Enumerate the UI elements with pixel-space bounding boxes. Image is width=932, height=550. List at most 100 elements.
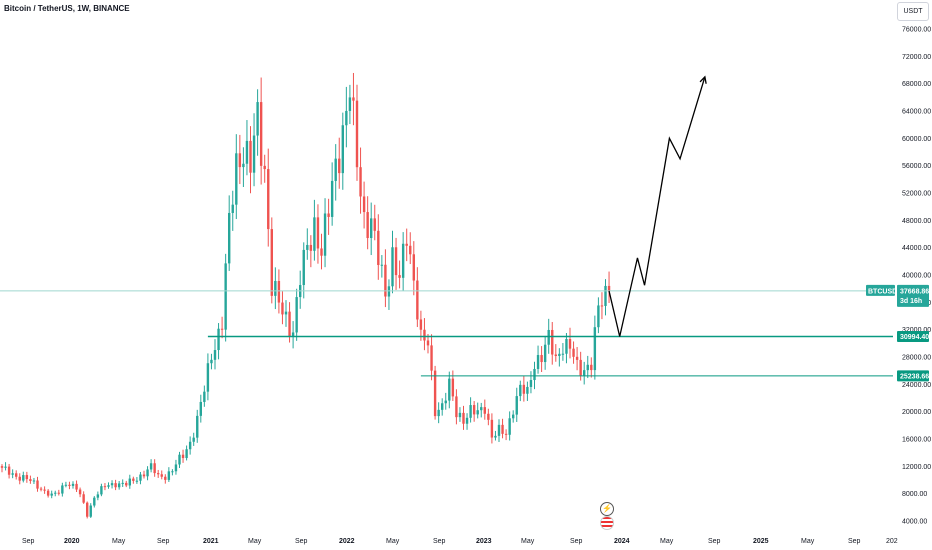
us-flag-event-icon[interactable]	[600, 516, 614, 530]
candle-body	[426, 340, 430, 346]
candle-body	[529, 380, 533, 387]
candle-body	[465, 417, 469, 424]
candle-body	[526, 386, 529, 394]
time-tick-label: Sep	[570, 538, 583, 545]
candle-body	[607, 285, 611, 291]
candle-body	[309, 244, 313, 251]
candle-body	[46, 490, 50, 496]
levels-group	[0, 290, 893, 377]
candle-body	[572, 348, 575, 357]
price-tick-label: 52000.00	[902, 191, 931, 198]
candle-body	[142, 474, 146, 477]
candle-body	[604, 285, 607, 306]
candle-body	[419, 319, 423, 330]
price-tick-label: 4000.00	[902, 519, 927, 526]
level1-price-tag	[897, 331, 929, 343]
price-tick-label: 76000.00	[902, 27, 931, 34]
candle-body	[512, 414, 515, 419]
candle-body	[213, 350, 217, 360]
candle-body	[153, 463, 156, 474]
candle-body	[345, 110, 348, 126]
candle-body	[480, 407, 483, 411]
candle-body	[600, 305, 604, 307]
candle-body	[75, 483, 78, 490]
candle-body	[231, 204, 234, 213]
candle-body	[135, 480, 139, 482]
level1-price-text: 30994.40	[900, 334, 929, 341]
price-tick-label: 56000.00	[902, 163, 931, 170]
candle-body	[377, 230, 380, 266]
candle-body	[409, 245, 412, 255]
candle-body	[199, 401, 202, 416]
candle-body	[302, 249, 305, 286]
candle-body	[398, 275, 401, 278]
candle-body	[107, 485, 110, 487]
candle-body	[252, 135, 256, 173]
candle-body	[68, 484, 71, 486]
candle-body	[547, 329, 550, 345]
candle-body	[167, 471, 171, 480]
time-tick-label: Sep	[708, 538, 721, 545]
candle-body	[543, 344, 547, 363]
time-tick-label: 2020	[64, 538, 80, 545]
candle-body	[263, 165, 266, 170]
candle-body	[181, 454, 185, 459]
candle-body	[50, 493, 53, 496]
candle-body	[469, 405, 472, 418]
time-tick-label: May	[801, 538, 815, 545]
candle-body	[114, 483, 117, 488]
candle-body	[338, 158, 341, 174]
candle-body	[341, 125, 344, 174]
candle-body	[323, 213, 327, 256]
candle-body	[192, 437, 195, 442]
candle-body	[575, 356, 579, 360]
candle-body	[89, 505, 92, 517]
candle-body	[401, 243, 405, 278]
candle-body	[256, 102, 259, 136]
candle-body	[185, 449, 188, 459]
time-tick-label: 2024	[614, 538, 630, 545]
candle-body	[313, 217, 316, 251]
candle-body	[554, 354, 557, 356]
dividend-event-icon[interactable]: ⚡	[600, 502, 614, 516]
candle-body	[494, 435, 497, 438]
candle-body	[593, 327, 597, 371]
candle-body	[125, 482, 128, 486]
candle-body	[171, 471, 174, 473]
time-tick-label: 2023	[476, 538, 492, 545]
candle-body	[320, 248, 323, 256]
candle-body	[117, 483, 121, 488]
candle-body	[61, 485, 64, 494]
candle-body	[416, 280, 419, 320]
current-price-tag	[897, 284, 929, 307]
projection-group	[608, 75, 707, 337]
price-tick-label: 20000.00	[902, 409, 931, 416]
time-tick-label: Sep	[22, 538, 35, 545]
candle-body	[164, 476, 167, 480]
currency-selector[interactable]: USDT	[897, 2, 929, 21]
candle-body	[352, 97, 355, 101]
candle-body	[132, 478, 135, 481]
candles-group	[0, 72, 611, 519]
candle-body	[384, 264, 387, 297]
price-tick-label: 68000.00	[902, 81, 931, 88]
candle-body	[210, 359, 213, 364]
candle-body	[196, 415, 199, 438]
candle-body	[178, 454, 181, 465]
time-tick-label: May	[248, 538, 262, 545]
candle-body	[391, 247, 394, 287]
ticker-tag	[866, 284, 895, 296]
candle-body	[277, 280, 281, 303]
candle-body	[536, 355, 540, 369]
candle-body	[490, 419, 494, 438]
candle-body	[423, 329, 426, 341]
candle-body	[597, 305, 600, 328]
candle-body	[139, 474, 142, 481]
candle-body	[43, 489, 46, 491]
time-tick-label: Sep	[848, 538, 861, 545]
candle-body	[220, 328, 224, 330]
level2-price-text: 25238.66	[900, 373, 929, 380]
time-tick-label: 202	[886, 538, 898, 545]
